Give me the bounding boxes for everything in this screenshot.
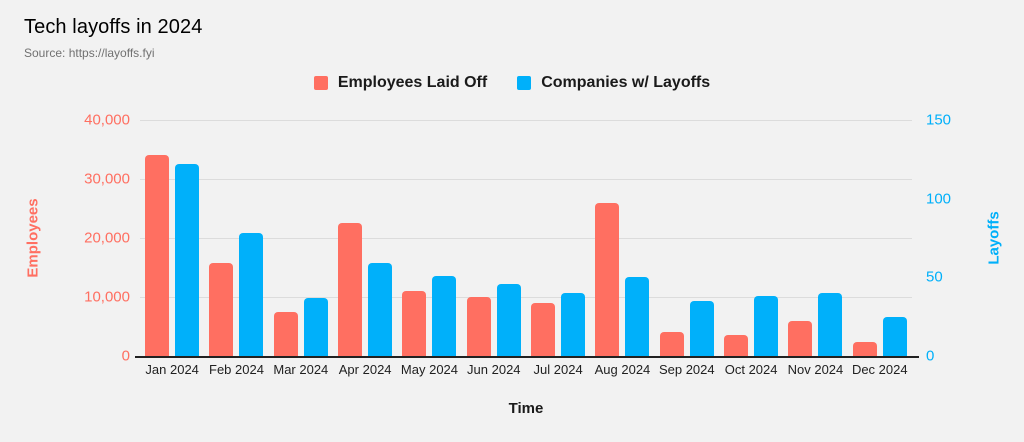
bar-employees-feb-2024[interactable]	[209, 263, 234, 356]
x-axis-tick-label: Jun 2024	[467, 362, 521, 377]
left-axis-tick-label: 40,000	[84, 111, 130, 129]
x-axis-tick-label: Jan 2024	[145, 362, 199, 377]
bar-companies-dec-2024[interactable]	[882, 316, 907, 356]
x-axis-tick-label: Apr 2024	[338, 362, 392, 377]
bar-employees-may-2024[interactable]	[402, 291, 427, 356]
bar-group-jul-2024	[526, 120, 590, 356]
bar-group-dec-2024	[848, 120, 912, 356]
bar-groups	[140, 120, 912, 356]
x-axis-tick-label: Dec 2024	[851, 362, 908, 377]
bar-group-oct-2024	[719, 120, 783, 356]
left-axis-ticks: 40,000 30,000 20,000 10,000 0	[0, 112, 130, 365]
bar-group-jan-2024	[140, 120, 204, 356]
bar-employees-apr-2024[interactable]	[338, 223, 363, 356]
bar-group-sep-2024	[655, 120, 719, 356]
bar-companies-jan-2024[interactable]	[175, 164, 200, 356]
bar-companies-nov-2024[interactable]	[818, 293, 843, 356]
x-axis-tick-label: Oct 2024	[724, 362, 778, 377]
bar-employees-oct-2024[interactable]	[724, 335, 749, 356]
bar-employees-dec-2024[interactable]	[852, 341, 877, 356]
gridline	[140, 179, 912, 180]
bar-companies-jun-2024[interactable]	[496, 283, 521, 356]
right-axis-tick-label: 100	[926, 190, 952, 208]
legend-item-companies[interactable]: Companies w/ Layoffs	[517, 74, 710, 92]
gridline	[140, 238, 912, 239]
x-axis-tick-label: Nov 2024	[787, 362, 844, 377]
right-axis-tick-label: 150	[926, 111, 952, 129]
bar-group-jun-2024	[462, 120, 526, 356]
bar-employees-nov-2024[interactable]	[788, 320, 813, 356]
legend-label-companies: Companies w/ Layoffs	[541, 74, 711, 91]
chart-title: Tech layoffs in 2024	[24, 16, 203, 38]
bar-companies-may-2024[interactable]	[432, 275, 457, 356]
legend-swatch-companies-icon	[517, 76, 532, 90]
left-axis-tick-label: 30,000	[84, 170, 130, 188]
bar-group-apr-2024	[333, 120, 397, 356]
bar-employees-sep-2024[interactable]	[659, 332, 684, 356]
bar-group-nov-2024	[783, 120, 847, 356]
x-axis-line	[135, 356, 919, 358]
left-axis-tick-label: 0	[121, 347, 130, 365]
bar-group-may-2024	[397, 120, 461, 356]
bar-companies-mar-2024[interactable]	[303, 297, 328, 356]
left-axis-tick-label: 20,000	[84, 229, 130, 247]
bar-employees-jun-2024[interactable]	[466, 297, 491, 356]
right-axis-tick-label: 50	[926, 268, 943, 286]
x-axis-tick-label: Feb 2024	[209, 362, 264, 377]
x-axis-title: Time	[508, 400, 544, 417]
bar-companies-jul-2024[interactable]	[561, 293, 586, 356]
bar-companies-apr-2024[interactable]	[368, 263, 393, 356]
right-axis-ticks: 150 100 50 0	[926, 112, 996, 365]
plot-area	[135, 120, 919, 358]
x-axis-tick-label: Sep 2024	[658, 362, 715, 377]
bar-group-mar-2024	[269, 120, 333, 356]
bar-employees-jul-2024[interactable]	[531, 302, 556, 356]
bar-companies-feb-2024[interactable]	[239, 233, 264, 356]
legend-label-employees: Employees Laid Off	[337, 74, 488, 91]
right-axis-tick-label: 0	[926, 347, 935, 365]
bar-employees-aug-2024[interactable]	[595, 202, 620, 356]
bar-group-aug-2024	[590, 120, 654, 356]
legend-swatch-employees-icon	[313, 76, 328, 90]
bar-companies-aug-2024[interactable]	[625, 277, 650, 356]
legend-item-employees[interactable]: Employees Laid Off	[313, 74, 488, 92]
bar-employees-jan-2024[interactable]	[145, 155, 170, 356]
bar-group-feb-2024	[204, 120, 268, 356]
x-axis-tick-label: Aug 2024	[594, 362, 651, 377]
bar-companies-oct-2024[interactable]	[754, 296, 779, 356]
bar-employees-mar-2024[interactable]	[273, 312, 298, 356]
left-axis-tick-label: 10,000	[84, 288, 130, 306]
gridline	[140, 297, 912, 298]
x-axis-tick-label: Jul 2024	[533, 362, 583, 377]
x-axis-tick-label: May 2024	[400, 362, 459, 377]
legend: Employees Laid Off Companies w/ Layoffs	[0, 74, 1024, 92]
x-axis-ticks: Jan 2024 Feb 2024 Mar 2024 Apr 2024 May 2024…	[140, 362, 912, 377]
gridline	[140, 120, 912, 121]
x-axis-tick-label: Mar 2024	[273, 362, 329, 377]
chart-source: Source: https://layoffs.fyi	[24, 46, 155, 60]
bar-companies-sep-2024[interactable]	[689, 300, 714, 356]
